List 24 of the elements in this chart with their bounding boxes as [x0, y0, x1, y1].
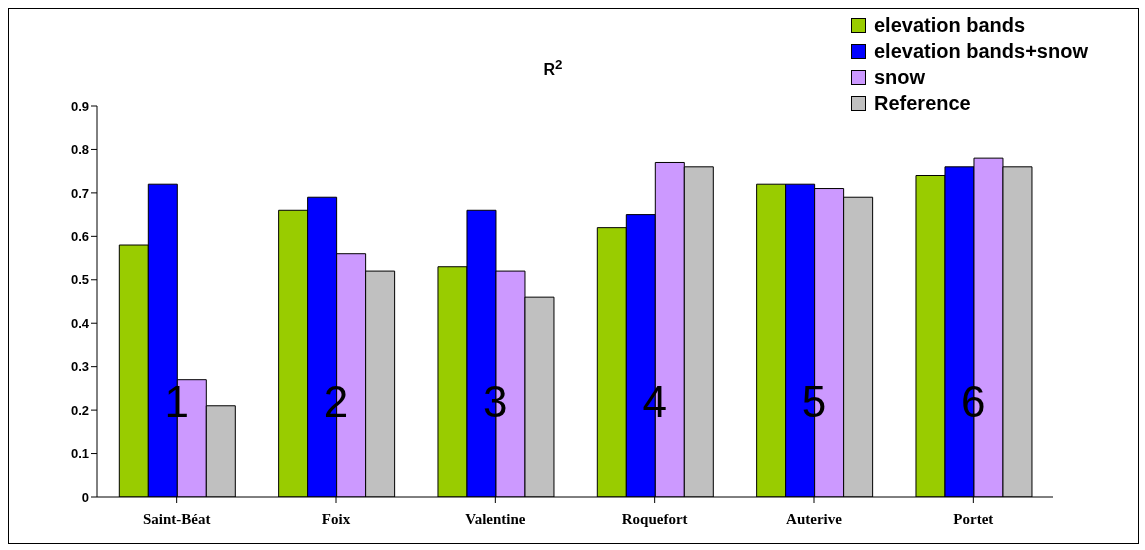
chart-title: R$^{2}$	[543, 57, 563, 79]
legend-label: elevation bands	[874, 13, 1026, 37]
y-tick-label: 0.5	[70, 272, 89, 288]
y-tick-label: 0.7	[70, 185, 89, 201]
legend-label: snow	[874, 65, 926, 89]
y-tick-label: 0.6	[70, 228, 89, 244]
y-tick-label: 0.9	[70, 98, 89, 114]
x-tick-label: Portet	[953, 510, 994, 527]
annotation: 2	[323, 377, 349, 427]
legend-label: elevation bands+snow	[874, 39, 1088, 63]
y-tick-label: 0	[81, 489, 89, 505]
y-tick-label: 0.4	[70, 315, 90, 331]
x-tick-label: Auterive	[786, 510, 843, 527]
annotation: 1	[164, 377, 189, 427]
x-tick-label: Saint-Béat	[142, 510, 211, 527]
legend-label: Reference	[874, 91, 971, 115]
x-tick-label: Valentine	[465, 510, 526, 527]
y-tick-label: 0.2	[70, 402, 89, 418]
x-tick-label: Roquefort	[621, 510, 688, 527]
y-tick-label: 0.3	[70, 359, 89, 375]
x-tick-label: Foix	[321, 510, 351, 527]
annotation: 5	[801, 377, 827, 427]
y-tick-label: 0.8	[70, 142, 89, 158]
y-tick-label: 0.1	[70, 446, 89, 462]
